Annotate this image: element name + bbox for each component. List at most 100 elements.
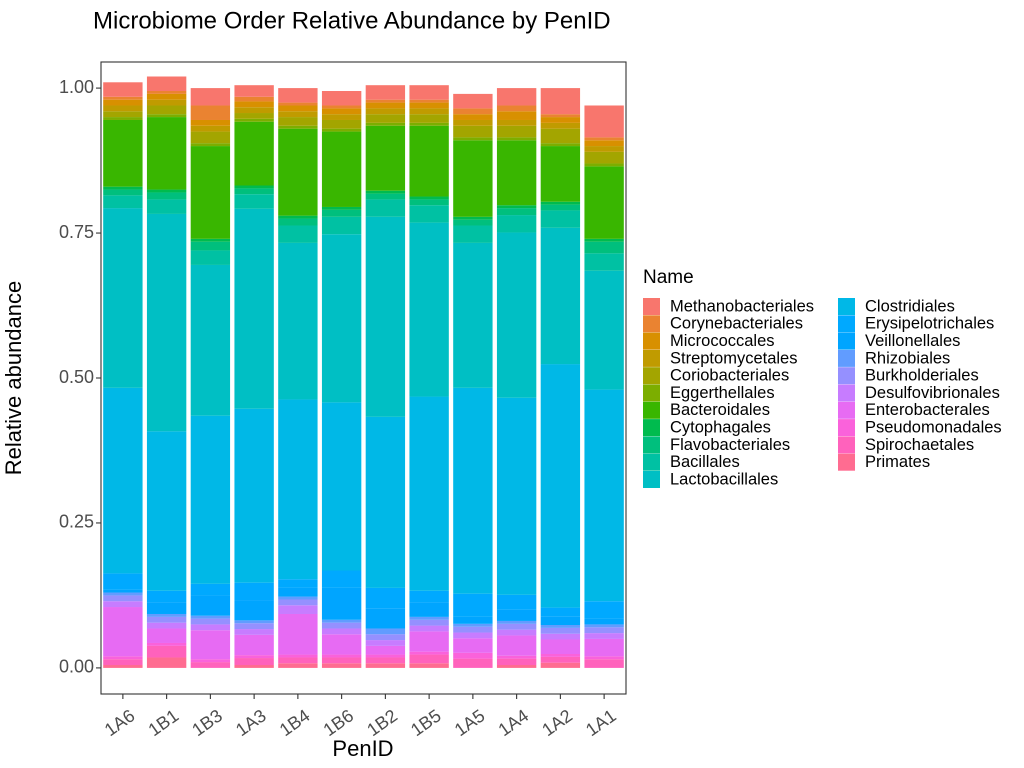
bar-segment xyxy=(409,125,449,197)
y-axis: 0.00 0.25 0.50 0.75 1.00 xyxy=(59,77,101,677)
legend-label: Micrococcales xyxy=(670,332,775,350)
bar-segment xyxy=(146,117,187,190)
bar-segment xyxy=(540,204,581,211)
bar-segment xyxy=(234,113,274,119)
legend-label: Erysipelotrichales xyxy=(865,315,994,333)
bar-segment xyxy=(453,616,493,624)
legend-key xyxy=(838,401,855,419)
bar-segment xyxy=(321,105,362,109)
bar-segment xyxy=(496,215,537,233)
bar-segment xyxy=(146,114,187,118)
bar-segment xyxy=(584,601,624,619)
legend-label: Bacteroidales xyxy=(670,401,770,419)
bar-segment xyxy=(146,616,187,623)
legend-label: Methanobacteriales xyxy=(670,297,814,315)
bar-stack-1A2 xyxy=(540,88,581,668)
bar-segment xyxy=(103,387,143,574)
bar-segment xyxy=(190,583,231,596)
bar-segment xyxy=(365,640,406,646)
legend-key xyxy=(838,298,855,315)
legend-label: Burkholderiales xyxy=(865,367,979,385)
bar-segment xyxy=(146,590,187,603)
bar-segment xyxy=(409,205,449,223)
bar-segment xyxy=(365,645,406,655)
legend-label: Desulfovibrionales xyxy=(865,384,1000,402)
bar-segment xyxy=(409,651,449,655)
bar-stack-1B1 xyxy=(146,76,187,668)
bar-segment xyxy=(584,618,624,625)
legend-label: Veillonellales xyxy=(865,332,960,350)
bar-segment xyxy=(409,631,449,652)
bar-segment xyxy=(146,90,187,94)
bar-segment xyxy=(234,582,274,601)
bar-segment xyxy=(584,137,624,141)
bar-segment xyxy=(496,111,537,120)
bar-segment xyxy=(278,587,318,597)
y-axis-title: Relative abundance xyxy=(1,281,26,475)
bar-segment xyxy=(496,137,537,141)
bar-segment xyxy=(365,663,406,668)
bar-segment xyxy=(321,216,362,235)
bar-segment xyxy=(453,225,493,243)
bar-segment xyxy=(540,146,581,202)
bar-segment xyxy=(584,659,624,668)
bar-segment xyxy=(234,623,274,630)
bar-stack-1B2 xyxy=(365,85,406,668)
bar-segment xyxy=(453,216,493,220)
bar-segment xyxy=(278,102,318,106)
bar-segment xyxy=(103,589,143,593)
bar-segment xyxy=(540,633,581,640)
bar-segment xyxy=(409,99,449,103)
bar-segment xyxy=(146,642,187,646)
bar-segment xyxy=(496,655,537,659)
bar-stack-1A3 xyxy=(234,85,274,668)
bar-segment xyxy=(540,122,581,129)
legend-title: Name xyxy=(643,267,694,288)
bar-segment xyxy=(584,627,624,634)
bar-segment xyxy=(409,199,449,206)
bar-segment xyxy=(234,96,274,102)
bar-segment xyxy=(190,105,231,120)
bar-segment xyxy=(278,218,318,226)
legend-key xyxy=(838,315,855,333)
legend-label: Pseudomonadales xyxy=(865,418,1002,436)
bar-segment xyxy=(365,416,406,588)
legend-key xyxy=(643,298,660,315)
bar-segment xyxy=(496,88,537,106)
bar-segment xyxy=(190,131,231,144)
bar-segment xyxy=(146,602,187,614)
bar-segment xyxy=(278,399,318,580)
legend-key xyxy=(643,315,660,333)
bar-segment xyxy=(584,238,624,242)
legend-key xyxy=(643,419,660,437)
legend-key xyxy=(838,367,855,385)
legend-key xyxy=(643,367,660,385)
bar-segment xyxy=(190,615,231,619)
bar-segment xyxy=(496,232,537,398)
bar-segment xyxy=(278,225,318,243)
bar-segment xyxy=(496,658,537,666)
bar-segment xyxy=(584,146,624,152)
bar-segment xyxy=(190,250,231,265)
bar-segment xyxy=(409,108,449,115)
bar-segment xyxy=(540,616,581,625)
bar-segment xyxy=(496,397,537,595)
bar-segment xyxy=(496,629,537,636)
bar-segment xyxy=(365,587,406,609)
legend-key xyxy=(643,332,660,350)
bar-segment xyxy=(234,107,274,114)
bar-segment xyxy=(190,125,231,132)
bar-segment xyxy=(103,208,143,388)
bar-segment xyxy=(540,201,581,205)
bar-segment xyxy=(409,396,449,591)
bar-segment xyxy=(146,613,187,617)
bar-segment xyxy=(321,131,362,207)
bar-segment xyxy=(365,657,406,664)
bar-segment xyxy=(409,222,449,397)
bar-segment xyxy=(540,364,581,608)
bar-segment xyxy=(146,189,187,193)
bar-stack-1A1 xyxy=(584,105,624,668)
bar-segment xyxy=(321,209,362,217)
bar-segment xyxy=(321,622,362,629)
bar-stack-1B5 xyxy=(409,85,449,668)
